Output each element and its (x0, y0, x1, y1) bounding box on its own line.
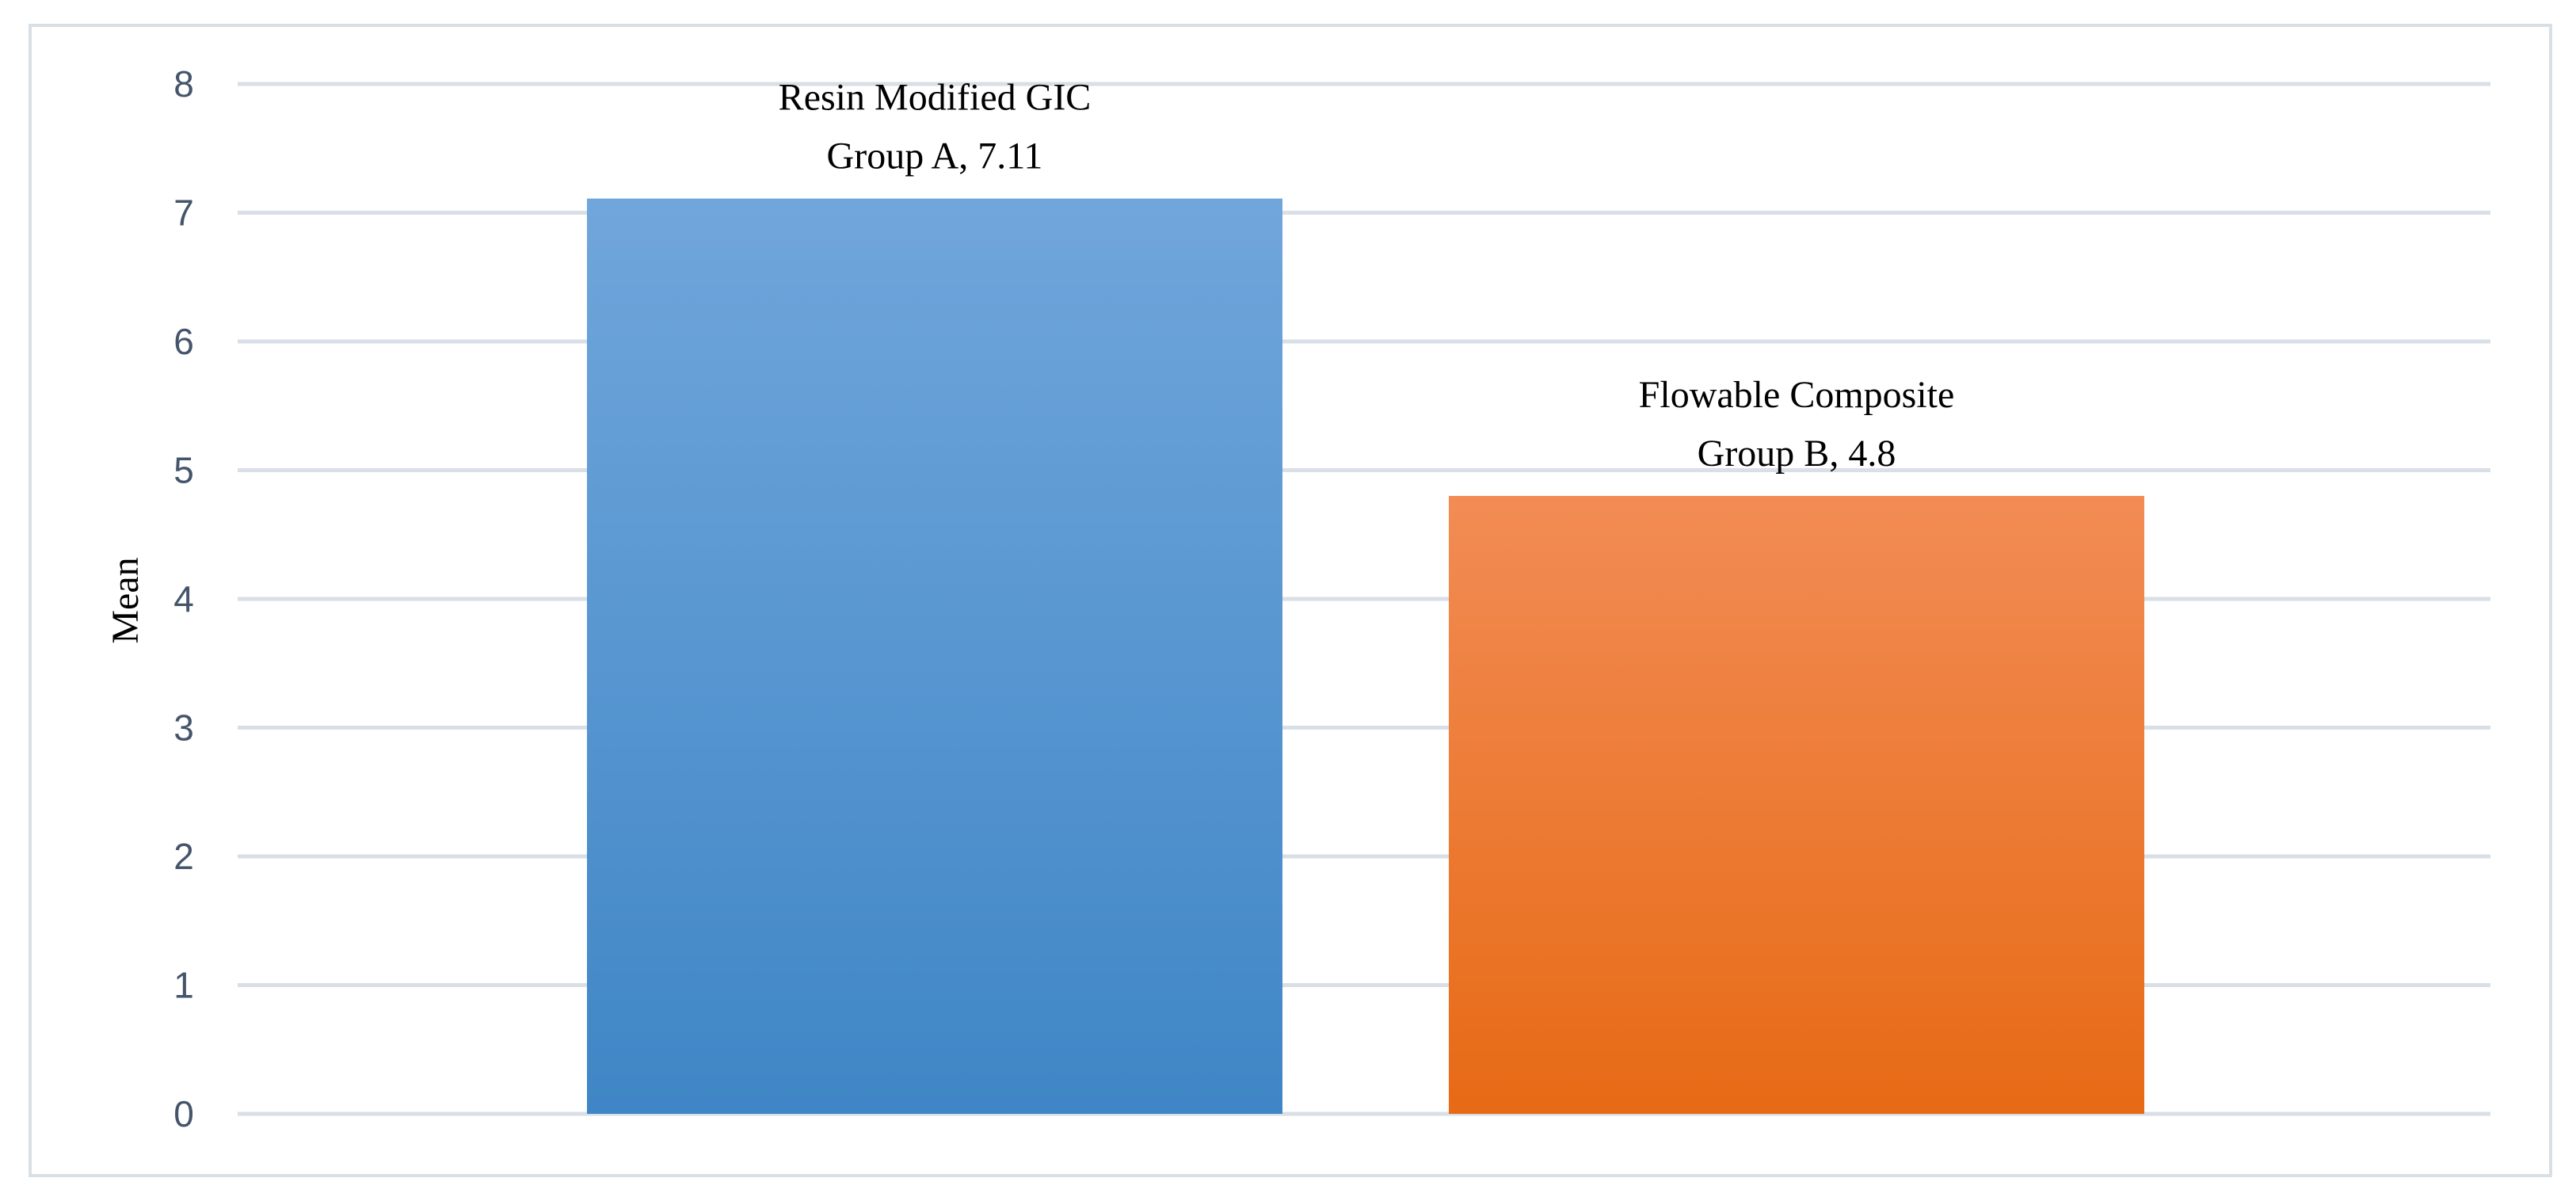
gridlines (238, 82, 2490, 1116)
y-tick-label: 0 (173, 1093, 194, 1134)
y-tick-label: 2 (173, 836, 194, 877)
data-label-2-line-2: Group B, 4.8 (1698, 433, 1896, 475)
y-tick-label: 6 (173, 321, 194, 362)
y-axis-title: Mean (105, 557, 147, 643)
data-label-1-line-1: Resin Modified GIC (779, 77, 1092, 119)
bar-group-a (587, 198, 1282, 1114)
y-tick-label: 5 (173, 450, 194, 491)
y-tick-label: 8 (173, 63, 194, 105)
y-axis-ticks: 0 1 2 3 4 5 6 7 8 (173, 63, 194, 1134)
bars (587, 198, 2144, 1114)
y-tick-label: 1 (173, 965, 194, 1006)
data-label-2-line-1: Flowable Composite (1639, 374, 1955, 416)
y-tick-label: 3 (173, 707, 194, 749)
bar-group-b (1449, 496, 2144, 1114)
y-tick-label: 4 (173, 578, 194, 620)
y-tick-label: 7 (173, 193, 194, 234)
data-labels: Resin Modified GIC Group A, 7.11 Flowable … (779, 77, 1955, 475)
data-label-1-line-2: Group A, 7.11 (827, 135, 1043, 177)
